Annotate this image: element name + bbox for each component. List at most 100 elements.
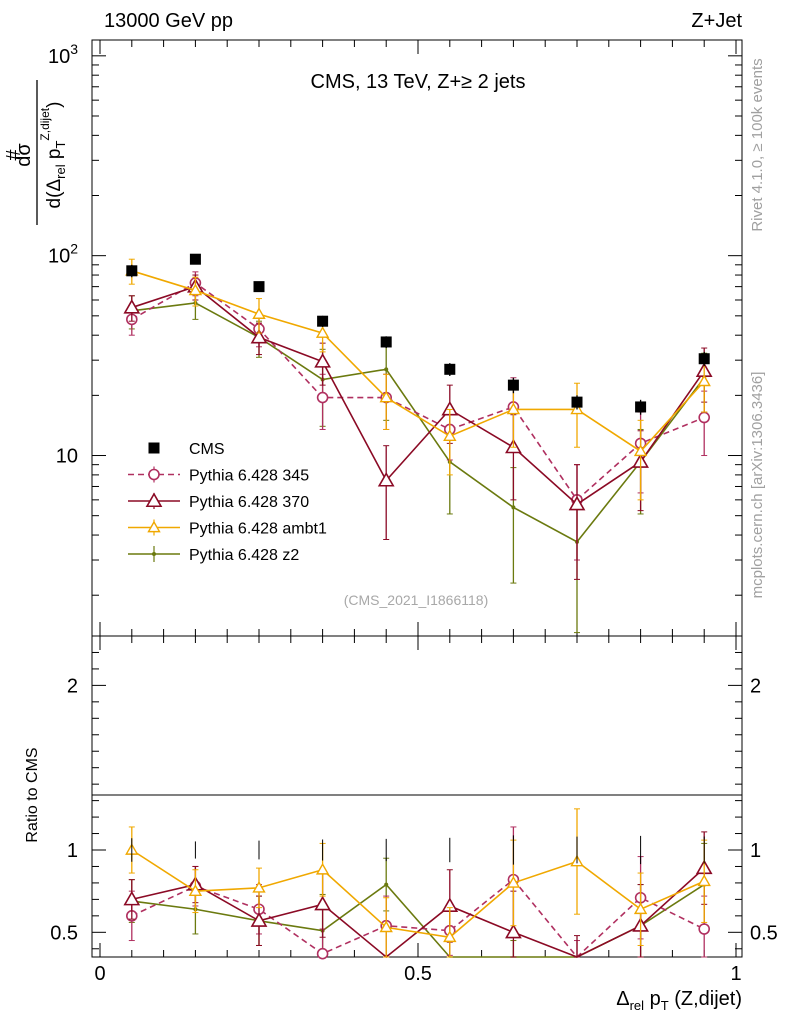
data-point-square (189, 253, 201, 265)
data-point-triangle-small (697, 874, 711, 887)
data-point-triangle (377, 471, 395, 487)
series-line (131, 282, 705, 502)
plot-title: CMS, 13 TeV, Z+≥ 2 jets (311, 71, 526, 93)
data-point-triangle-small (506, 402, 521, 415)
y-tick-label-ratio: 1 (67, 840, 78, 862)
x-tick-label: 0.5 (404, 963, 432, 985)
data-point-triangle-small (188, 283, 203, 296)
data-point-dot (384, 367, 389, 372)
legend-label: CMS (189, 441, 225, 458)
y-axis-label-ratio: Ratio to CMS (24, 747, 41, 842)
data-point-square (698, 353, 710, 365)
legend-label: Pythia 6.428 z2 (189, 547, 299, 564)
y-tick-label-main: 103 (48, 41, 78, 68)
legend-label: Pythia 6.428 ambt1 (189, 521, 327, 538)
y-axis-label-main: dσ d(Δrel pTZ,dijet) (13, 80, 68, 225)
ratio-series-cms (131, 835, 705, 865)
data-point-triangle-small (315, 326, 330, 338)
series-z2 (128, 288, 708, 634)
x-tick-label: 1 (730, 963, 741, 985)
main-series (123, 253, 713, 634)
data-point-triangle-small (633, 444, 648, 457)
data-point-triangle-small (443, 429, 457, 441)
svg-text:#: # (3, 149, 25, 161)
data-point-triangle (123, 298, 141, 314)
data-point-triangle-small (633, 902, 648, 915)
data-point-triangle (314, 895, 331, 911)
data-point-triangle (145, 492, 163, 508)
data-point-triangle (250, 328, 268, 344)
legend: CMS Pythia 6.428 345 Pythia 6.428 370 Pythi… (128, 441, 327, 564)
ratio-line (131, 867, 705, 959)
data-point-triangle-small (188, 884, 203, 896)
ratio-series-z2 (128, 842, 708, 958)
data-point-circle (316, 391, 329, 404)
data-point-triangle (123, 890, 141, 906)
data-point-triangle-small (379, 390, 393, 403)
ratio-series-p370 (123, 831, 713, 959)
y-tick-label-main: 102 (48, 241, 78, 268)
ratio-series-ambt1 (125, 808, 711, 958)
data-point-triangle-small (315, 862, 330, 875)
data-point-circle (316, 947, 329, 960)
y-axis-label-hash: # (3, 149, 25, 161)
x-axis-label: Δrel pT (Z,dijet) (616, 988, 742, 1013)
data-point-square (148, 442, 160, 454)
data-point-dot (384, 882, 389, 887)
series-line (131, 285, 705, 506)
header-right: Z+Jet (691, 10, 742, 32)
header-left: 13000 GeV pp (104, 10, 233, 32)
ratio-line (131, 878, 705, 959)
data-point-triangle (314, 353, 331, 368)
legend-item-z2: Pythia 6.428 z2 (128, 546, 299, 564)
y-tick-label-ratio-right: 1 (750, 840, 761, 862)
mcplots-label: mcplots.cern.ch [arXiv:1306.3436] (749, 372, 766, 599)
legend-item-p345: Pythia 6.428 345 (128, 466, 309, 485)
data-point-square (253, 281, 265, 293)
y-label-numerator: dσ (13, 143, 35, 167)
series-line (131, 302, 705, 543)
data-point-triangle-small (697, 374, 711, 387)
legend-label: Pythia 6.428 370 (189, 494, 309, 511)
data-point-triangle-small (252, 307, 266, 319)
data-point-square (380, 336, 392, 348)
data-point-circle (698, 411, 711, 424)
data-point-dot (152, 552, 156, 556)
data-point-triangle-small (379, 920, 393, 933)
analysis-id: (CMS_2021_I1866118) (344, 592, 489, 608)
data-point-square (571, 396, 583, 408)
axis-ticks: 0 0.5 1 10 102 103 0.5 0.5 1 1 2 2 (48, 40, 778, 985)
data-point-triangle-small (506, 876, 521, 888)
data-point-triangle-small (443, 930, 457, 943)
data-point-circle (698, 923, 711, 935)
legend-item-cms: CMS (148, 441, 225, 458)
data-point-triangle (250, 912, 268, 927)
data-point-dot (511, 505, 516, 510)
data-point-triangle-small (252, 880, 266, 893)
data-point-triangle (568, 495, 586, 511)
rivet-version-label: Rivet 4.1.0, ≥ 100k events (749, 58, 766, 231)
y-label-denominator: d(Δrel pTZ,dijet) (38, 102, 68, 209)
ratio-series (123, 808, 713, 960)
data-point-square (507, 379, 519, 391)
y-tick-label-ratio: 0.5 (50, 922, 78, 944)
data-point-circle (148, 468, 160, 481)
ratio-series-p345 (126, 826, 711, 960)
data-point-triangle (505, 923, 522, 939)
y-tick-label-ratio: 2 (67, 675, 78, 697)
x-tick-label: 0 (94, 963, 105, 985)
series-cms (126, 253, 710, 415)
legend-item-p370: Pythia 6.428 370 (128, 492, 309, 511)
legend-item-ambt1: Pythia 6.428 ambt1 (128, 519, 327, 538)
data-point-square (126, 265, 138, 277)
y-tick-label-ratio-right: 0.5 (750, 922, 778, 944)
legend-label: Pythia 6.428 345 (189, 468, 309, 485)
data-point-triangle-small (147, 520, 161, 533)
ratio-line (131, 849, 705, 939)
ratio-panel-frame (91, 635, 743, 958)
data-point-square (635, 401, 647, 413)
y-tick-label-main: 10 (56, 446, 78, 468)
data-point-square (317, 315, 329, 327)
series-line (131, 270, 705, 453)
